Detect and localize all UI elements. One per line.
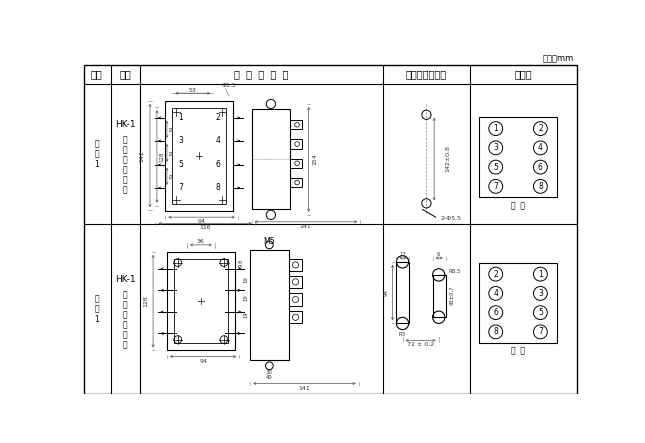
Bar xyxy=(479,263,557,343)
Text: 128: 128 xyxy=(144,295,148,307)
Text: 7: 7 xyxy=(538,327,543,336)
Text: 141: 141 xyxy=(300,224,312,229)
Text: 接: 接 xyxy=(123,176,128,185)
Text: 接: 接 xyxy=(123,330,128,339)
Text: 凸: 凸 xyxy=(123,291,128,299)
Text: 5: 5 xyxy=(538,308,543,317)
Text: 7: 7 xyxy=(179,183,183,192)
Text: 1: 1 xyxy=(493,124,498,133)
Text: 8: 8 xyxy=(493,327,498,336)
Text: 5: 5 xyxy=(179,160,183,169)
Bar xyxy=(290,159,302,168)
Text: 安装开孔尺寸图: 安装开孔尺寸图 xyxy=(405,69,446,79)
Text: 线: 线 xyxy=(123,186,128,195)
Bar xyxy=(250,250,288,361)
Bar xyxy=(174,259,228,343)
Text: 外  形  尺  寸  图: 外 形 尺 寸 图 xyxy=(233,69,288,79)
Text: 94: 94 xyxy=(197,219,206,224)
Text: 附
图
1: 附 图 1 xyxy=(95,294,99,324)
Bar xyxy=(288,259,303,271)
Bar xyxy=(288,276,303,288)
Text: 6: 6 xyxy=(215,160,220,169)
Text: 142: 142 xyxy=(140,150,144,162)
Bar xyxy=(290,178,302,187)
Text: 4: 4 xyxy=(538,144,543,152)
Text: R3: R3 xyxy=(399,332,406,337)
Bar xyxy=(433,275,446,317)
Text: 6: 6 xyxy=(538,163,543,171)
Text: 19: 19 xyxy=(170,149,175,155)
Text: 40: 40 xyxy=(266,375,273,380)
Text: 出: 出 xyxy=(123,300,128,310)
Text: Φ5.5: Φ5.5 xyxy=(222,83,237,88)
Text: 9.8: 9.8 xyxy=(239,258,243,267)
Text: 附
图
1: 附 图 1 xyxy=(95,139,99,169)
Text: 8: 8 xyxy=(215,183,220,192)
Text: 19: 19 xyxy=(243,311,248,319)
Text: 式: 式 xyxy=(123,155,128,165)
Text: 19: 19 xyxy=(243,294,248,301)
Bar xyxy=(167,252,235,350)
Text: 94: 94 xyxy=(384,289,389,296)
Text: 2: 2 xyxy=(538,124,542,133)
Text: 端子图: 端子图 xyxy=(515,69,532,79)
Text: 7: 7 xyxy=(493,182,498,191)
Text: 17: 17 xyxy=(399,252,406,256)
Text: 142±0.8: 142±0.8 xyxy=(446,145,450,172)
Text: 19: 19 xyxy=(170,126,175,132)
Text: 背  视: 背 视 xyxy=(511,347,525,356)
Bar xyxy=(288,293,303,306)
Text: M5: M5 xyxy=(264,237,275,245)
Text: HK-1: HK-1 xyxy=(115,120,135,129)
Text: 72 ± 0.2: 72 ± 0.2 xyxy=(407,342,434,347)
Text: HK-1: HK-1 xyxy=(115,275,135,284)
Bar xyxy=(288,311,303,323)
Text: 后: 后 xyxy=(123,320,128,330)
Bar xyxy=(172,108,226,204)
Text: 19: 19 xyxy=(243,276,248,283)
Text: 图号: 图号 xyxy=(91,69,103,79)
Text: 94: 94 xyxy=(199,359,207,365)
Text: 6: 6 xyxy=(493,308,498,317)
Text: 4: 4 xyxy=(215,136,220,145)
Text: 2: 2 xyxy=(493,270,498,279)
Text: 1: 1 xyxy=(179,113,183,122)
Text: 式: 式 xyxy=(123,311,128,319)
Bar xyxy=(252,109,290,210)
Text: 30: 30 xyxy=(266,370,273,375)
Text: 154: 154 xyxy=(312,154,317,165)
Text: 93±0.7: 93±0.7 xyxy=(450,286,454,306)
Text: 128: 128 xyxy=(159,151,164,162)
Text: R8.5: R8.5 xyxy=(449,269,461,274)
Bar xyxy=(290,120,302,129)
Text: 3: 3 xyxy=(493,144,498,152)
Text: 单位：mm: 单位：mm xyxy=(542,55,573,64)
Text: 2-Φ5.5: 2-Φ5.5 xyxy=(441,216,461,221)
Text: 凸: 凸 xyxy=(123,136,128,145)
Text: 线: 线 xyxy=(123,341,128,350)
Text: 6: 6 xyxy=(437,252,441,256)
Text: 116: 116 xyxy=(199,225,212,230)
Text: 19: 19 xyxy=(170,173,175,179)
Text: 前: 前 xyxy=(123,166,128,175)
Bar xyxy=(397,262,410,323)
Text: 53: 53 xyxy=(188,88,196,93)
Text: 141: 141 xyxy=(298,386,310,391)
Text: 4: 4 xyxy=(493,289,498,298)
Text: 8: 8 xyxy=(538,182,542,191)
Text: 2: 2 xyxy=(215,113,220,122)
Text: 前  视: 前 视 xyxy=(511,201,525,210)
Text: 出: 出 xyxy=(123,146,128,155)
Text: 36: 36 xyxy=(197,238,204,244)
Bar xyxy=(290,140,302,149)
Text: 结构: 结构 xyxy=(119,69,131,79)
Text: 1: 1 xyxy=(538,270,542,279)
Text: 3: 3 xyxy=(179,136,183,145)
Text: 5: 5 xyxy=(493,163,498,171)
Bar xyxy=(165,101,233,211)
Text: 3: 3 xyxy=(538,289,543,298)
Bar xyxy=(479,117,557,197)
